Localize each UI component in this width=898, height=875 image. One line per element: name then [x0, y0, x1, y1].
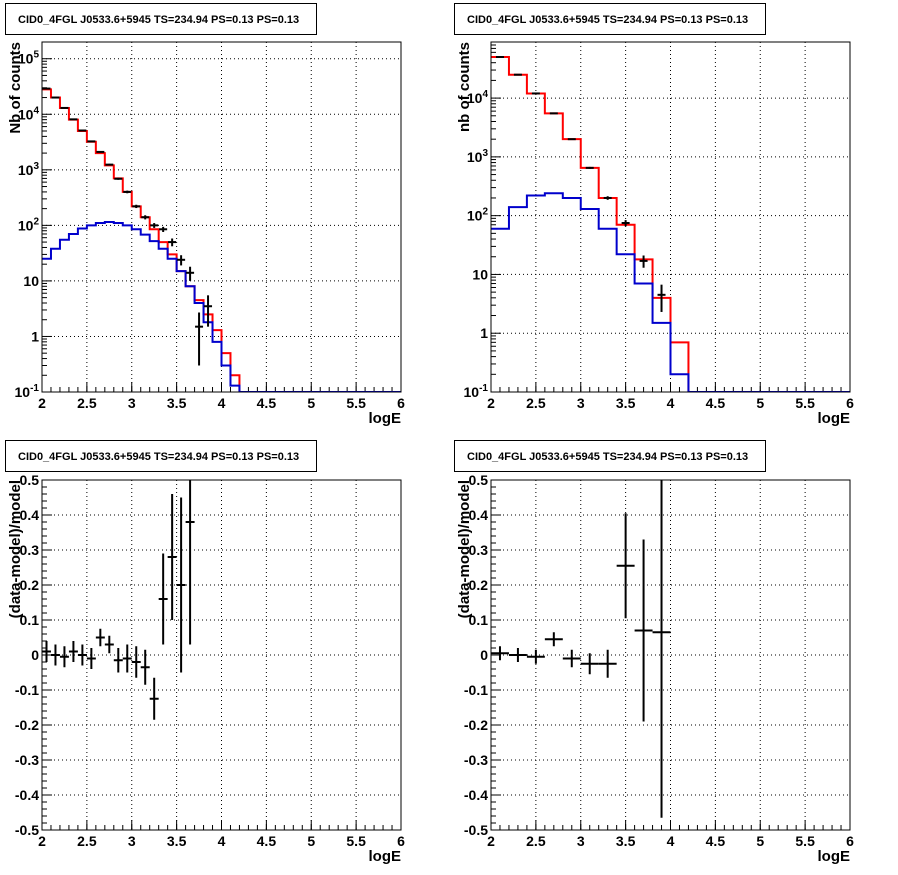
- x-axis-title: logE: [369, 410, 402, 427]
- y-tick-label: 0.5: [469, 472, 489, 488]
- y-tick-label: -0.4: [15, 787, 39, 803]
- series-group: [42, 480, 195, 720]
- y-tick-label: -0.2: [464, 717, 488, 733]
- x-tick-label: 4.5: [257, 833, 277, 849]
- y-tick-label: 0.1: [469, 612, 489, 628]
- x-tick-label: 3: [577, 395, 585, 411]
- y-tick-label: 0: [480, 647, 488, 663]
- x-tick-label: 4: [218, 833, 226, 849]
- y-axis-title: (data-model)/model: [456, 480, 473, 618]
- y-tick-label: 102: [467, 207, 489, 224]
- x-tick-label: 3.5: [167, 833, 187, 849]
- chart-panel-2: 2 2.5 3 3.5 4 4.5 5 5.5 610-1110102103104logEnb …: [456, 41, 854, 427]
- x-tick-label: 5: [307, 833, 315, 849]
- x-tick-label: 5: [756, 395, 764, 411]
- x-tick-label: 2: [487, 833, 495, 849]
- y-tick-label: -0.5: [464, 822, 488, 838]
- y-tick-label: -0.5: [15, 822, 39, 838]
- panel-1-title: CID0_4FGL J0533.6+5945 TS=234.94 PS=0.13…: [5, 3, 317, 35]
- y-tick-label: 0: [31, 647, 39, 663]
- series-group: [491, 56, 850, 392]
- model-histogram: [42, 220, 401, 392]
- x-tick-label: 2.5: [77, 833, 97, 849]
- chart-panel-4: 2 2.5 3 3.5 4 4.5 5 5.5 6 -0.5 -0.4 -0.3 -0.2 -0.1 0 0.…: [456, 472, 854, 865]
- model-histogram: [491, 192, 850, 392]
- y-axis-title: Nb of counts: [7, 42, 24, 134]
- x-axis-title: logE: [818, 410, 851, 427]
- x-tick-label: 4: [667, 833, 675, 849]
- x-tick-label: 4: [667, 395, 675, 411]
- x-tick-label: 6: [846, 395, 854, 411]
- y-tick-label: 1: [31, 328, 39, 344]
- x-tick-label: 4: [218, 395, 226, 411]
- panel-4-title: CID0_4FGL J0533.6+5945 TS=234.94 PS=0.13…: [454, 440, 766, 472]
- chart-panel-1: 2 2.5 3 3.5 4 4.5 5 5.5 610-1110102103104105logE…: [7, 41, 405, 427]
- y-tick-label: 0.3: [469, 542, 489, 558]
- y-tick-label: -0.3: [464, 752, 488, 768]
- x-tick-label: 3: [128, 833, 136, 849]
- y-tick-label: 102: [18, 216, 40, 233]
- x-tick-label: 2.5: [77, 395, 97, 411]
- y-tick-label: 0.4: [469, 507, 489, 523]
- y-tick-label: 0.2: [20, 577, 40, 593]
- x-tick-label: 2: [38, 833, 46, 849]
- y-tick-label: 103: [18, 161, 40, 178]
- y-tick-label: 0.5: [20, 472, 40, 488]
- plot-frame: [490, 479, 851, 831]
- series-group: [491, 480, 671, 818]
- y-tick-label: 0.2: [469, 577, 489, 593]
- plot-frame: [41, 41, 402, 393]
- plot-frame: [41, 479, 402, 831]
- panel-2-title: CID0_4FGL J0533.6+5945 TS=234.94 PS=0.13…: [454, 3, 766, 35]
- x-tick-label: 6: [397, 833, 405, 849]
- x-tick-label: 5.5: [795, 395, 815, 411]
- y-tick-label: 0.1: [20, 612, 40, 628]
- x-tick-label: 6: [846, 833, 854, 849]
- x-tick-label: 2.5: [526, 395, 546, 411]
- y-tick-label: 10-1: [464, 383, 489, 400]
- x-tick-label: 5: [756, 833, 764, 849]
- x-tick-label: 5.5: [795, 833, 815, 849]
- y-tick-label: 0.4: [20, 507, 40, 523]
- y-tick-label: -0.1: [464, 682, 488, 698]
- chart-panel-3: 2 2.5 3 3.5 4 4.5 5 5.5 6 -0.5 -0.4 -0.3 -0.2 -0.1 0 0.…: [7, 472, 405, 865]
- y-tick-label: 10: [23, 273, 39, 289]
- x-tick-label: 3: [128, 395, 136, 411]
- x-tick-label: 3.5: [167, 395, 187, 411]
- x-tick-label: 4.5: [257, 395, 277, 411]
- panel-3-title: CID0_4FGL J0533.6+5945 TS=234.94 PS=0.13…: [5, 440, 317, 472]
- x-tick-label: 5.5: [346, 833, 366, 849]
- x-axis-title: logE: [818, 848, 851, 865]
- y-tick-label: 103: [467, 148, 489, 165]
- x-tick-label: 4.5: [706, 833, 726, 849]
- x-axis-title: logE: [369, 848, 402, 865]
- y-axis-title: nb of counts: [456, 42, 473, 132]
- x-tick-label: 5.5: [346, 395, 366, 411]
- x-tick-label: 3.5: [616, 395, 636, 411]
- x-tick-label: 6: [397, 395, 405, 411]
- x-tick-label: 2: [487, 395, 495, 411]
- x-tick-label: 2.5: [526, 833, 546, 849]
- x-tick-label: 4.5: [706, 395, 726, 411]
- plot-frame: [490, 41, 851, 393]
- y-tick-label: 1: [480, 325, 488, 341]
- x-tick-label: 5: [307, 395, 315, 411]
- x-tick-label: 2: [38, 395, 46, 411]
- y-tick-label: 0.3: [20, 542, 40, 558]
- y-tick-label: 10-1: [15, 383, 40, 400]
- x-tick-label: 3.5: [616, 833, 636, 849]
- y-tick-label: -0.2: [15, 717, 39, 733]
- x-tick-label: 3: [577, 833, 585, 849]
- y-axis-title: (data-model)/model: [7, 480, 24, 618]
- y-tick-label: 10: [472, 266, 488, 282]
- y-tick-label: -0.1: [15, 682, 39, 698]
- series-group: [42, 87, 401, 392]
- y-tick-label: -0.4: [464, 787, 488, 803]
- y-tick-label: -0.3: [15, 752, 39, 768]
